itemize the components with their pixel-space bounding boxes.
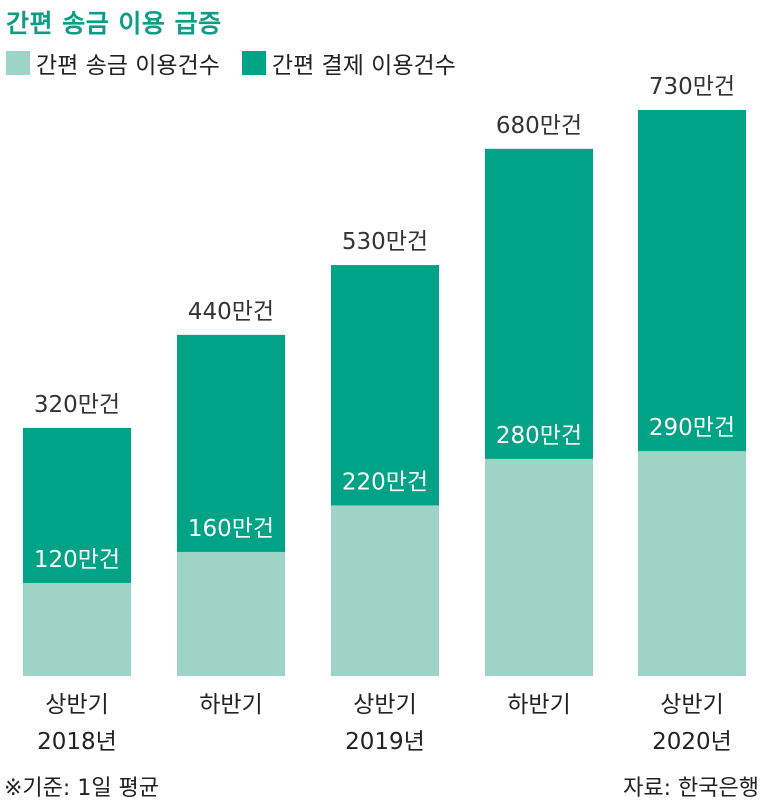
- bar-payment-3: [485, 148, 593, 459]
- bar-payment-0: [23, 427, 131, 583]
- data-label-remit-3: 280만건: [496, 423, 582, 449]
- legend: 간편 송금 이용건수 간편 결제 이용건수: [6, 46, 478, 80]
- data-label-total-4: 730만건: [649, 74, 735, 100]
- bar-payment-2: [331, 265, 439, 506]
- data-label-total-0: 320만건: [34, 392, 120, 418]
- bar-payment-1: [177, 334, 285, 552]
- bar-remit-3: [485, 458, 593, 676]
- bar-remit-0: [23, 582, 131, 676]
- x-tick-label-3: 하반기: [507, 692, 570, 718]
- legend-item-payment: 간편 결제 이용건수: [241, 46, 456, 80]
- legend-label-remit: 간편 송금 이용건수: [36, 53, 220, 79]
- data-label-remit-0: 120만건: [34, 547, 120, 573]
- bar-remit-4: [638, 451, 746, 676]
- source: 자료: 한국은행: [623, 776, 759, 801]
- legend-item-remit: 간편 송금 이용건수: [6, 46, 220, 80]
- x-tick-year-4: 2020년: [652, 729, 732, 755]
- bar-payment-4: [638, 110, 746, 452]
- footnote: ※기준: 1일 평균: [4, 776, 160, 801]
- x-tick-year-0: 2018년: [37, 729, 117, 755]
- legend-label-payment: 간편 결제 이용건수: [271, 53, 456, 79]
- x-tick-label-1: 하반기: [199, 692, 262, 718]
- bar-remit-2: [331, 505, 439, 676]
- data-label-total-2: 530만건: [342, 229, 428, 255]
- x-tick-year-2: 2019년: [345, 729, 425, 755]
- data-label-remit-2: 220만건: [342, 469, 428, 495]
- x-tick-label-2: 상반기: [353, 692, 416, 718]
- x-tick-label-0: 상반기: [45, 692, 108, 718]
- data-label-remit-4: 290만건: [649, 415, 735, 441]
- x-tick-label-4: 상반기: [660, 692, 723, 718]
- data-label-total-1: 440만건: [188, 299, 274, 325]
- legend-swatch-remit: [6, 51, 30, 75]
- bar-remit-1: [177, 551, 285, 676]
- legend-swatch-payment: [241, 51, 266, 75]
- chart-title: 간편 송금 이용 급증: [6, 9, 222, 38]
- data-label-total-3: 680만건: [496, 113, 582, 139]
- data-label-remit-1: 160만건: [188, 516, 274, 542]
